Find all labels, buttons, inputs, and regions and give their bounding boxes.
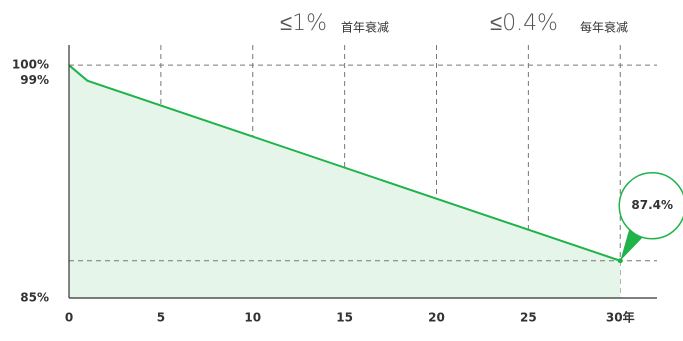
- y-tick-label: 85%: [20, 291, 49, 305]
- y-tick-label: 100%: [12, 58, 49, 72]
- x-tick-label: 15: [336, 311, 353, 325]
- annotation: ≤0.4%: [490, 11, 558, 36]
- data-label: 87.4%: [631, 198, 673, 212]
- x-tick-label: 30年: [606, 310, 635, 325]
- line: [68, 64, 621, 262]
- x-tick-label: 5: [157, 311, 165, 325]
- annotation-note: 首年衰减: [341, 20, 389, 35]
- x-tick-label: 20: [428, 311, 445, 325]
- x-tick-label: 0: [65, 311, 73, 325]
- y-tick-label: 99%: [20, 73, 49, 87]
- x-tick-label: 25: [520, 311, 537, 325]
- x-tick-label: 10: [244, 311, 261, 325]
- callout: [618, 172, 683, 240]
- annotation-note: 每年衰减: [580, 20, 628, 35]
- annotation: ≤1%: [280, 11, 327, 36]
- area: [69, 65, 621, 298]
